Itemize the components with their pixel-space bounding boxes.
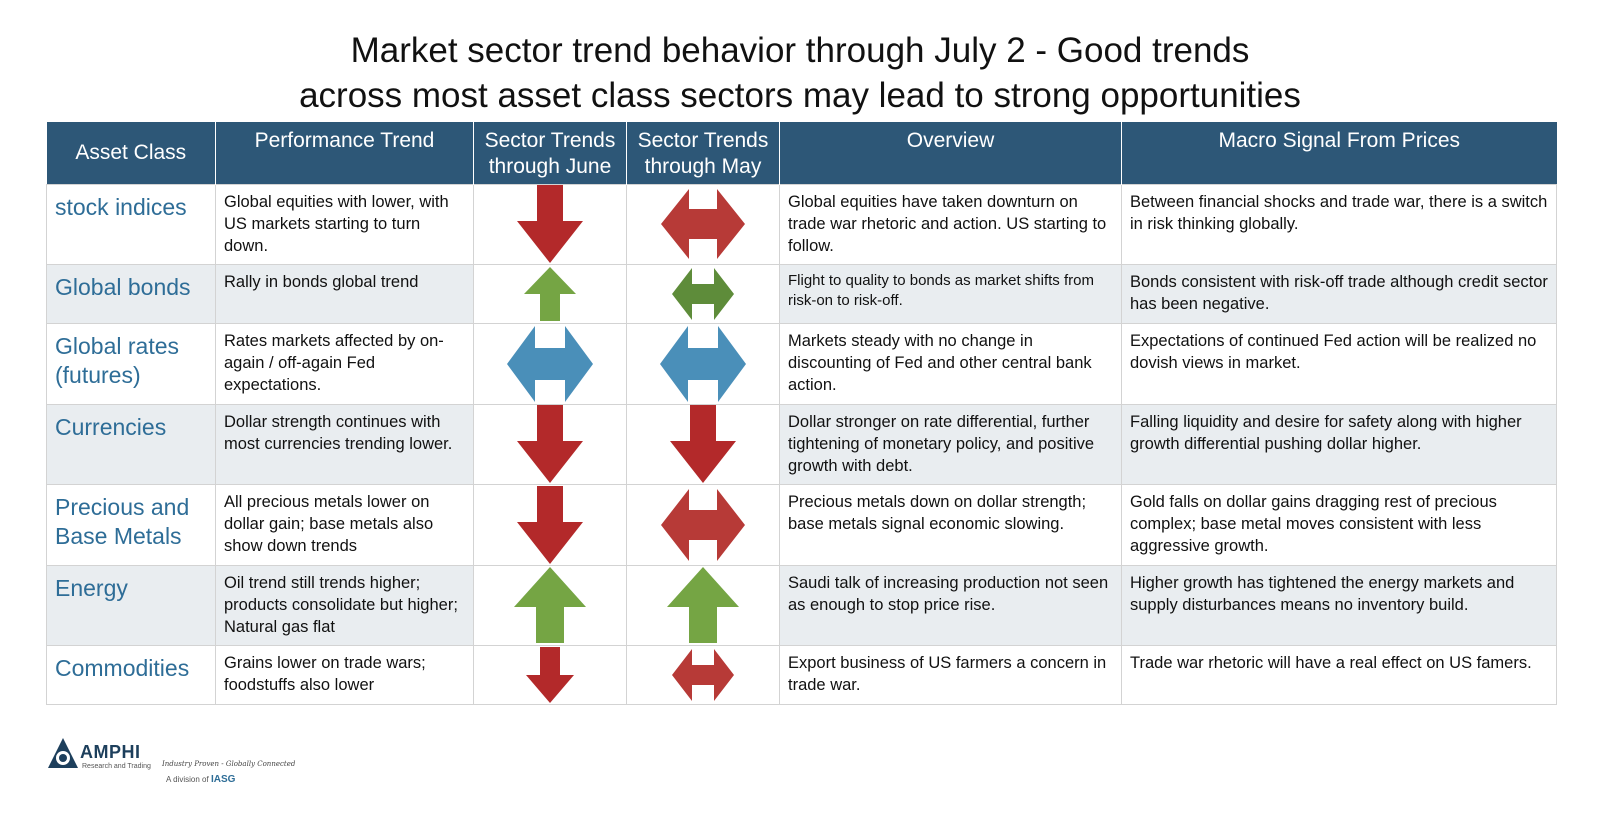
header-trends-may: Sector Trends through May [626, 122, 780, 184]
june-trend-cell [473, 322, 627, 405]
header-trends-june-line-2: through June [488, 155, 612, 178]
table-row: Global bonds Rally in bonds global trend… [46, 263, 1557, 324]
macro-signal-cell: Higher growth has tightened the energy m… [1121, 564, 1557, 646]
macro-signal-cell: Between financial shocks and trade war, … [1121, 183, 1557, 265]
asset-cell: Precious and Base Metals [46, 483, 216, 566]
header-trends-may-line-2: through May [644, 155, 762, 178]
title-line-2: across most asset class sectors may lead… [299, 76, 1301, 115]
overview-cell: Markets steady with no change in discoun… [779, 322, 1122, 405]
may-trend-cell [626, 183, 780, 265]
performance-cell: All precious metals lower on dollar gain… [215, 483, 474, 566]
page-title: Market sector trend behavior through Jul… [0, 28, 1600, 118]
overview-cell: Saudi talk of increasing production not … [779, 564, 1122, 646]
header-trends-june-line-1: Sector Trends [484, 129, 616, 152]
asset-label-line-2: Base Metals [55, 522, 182, 549]
asset-cell: Global bonds [46, 263, 216, 324]
may-trend-cell [626, 483, 780, 566]
sector-trend-table: Asset Class Performance Trend Sector Tre… [46, 122, 1557, 705]
asset-label: Energy [55, 574, 128, 601]
may-trend-cell [626, 322, 780, 405]
amphi-logo-subtitle: Research and Trading [82, 763, 151, 770]
table-row: Currencies Dollar strength continues wit… [46, 403, 1557, 485]
asset-cell: Currencies [46, 403, 216, 485]
down-arrow-icon [670, 405, 736, 483]
left-right-arrow-icon [672, 267, 734, 320]
performance-cell: Rally in bonds global trend [215, 263, 474, 324]
macro-signal-cell: Trade war rhetoric will have a real effe… [1121, 644, 1557, 705]
division-prefix: A division of [166, 775, 209, 784]
asset-cell: Energy [46, 564, 216, 646]
performance-cell: Grains lower on trade wars; foodstuffs a… [215, 644, 474, 705]
footer-branding: AMPHI Research and Trading Industry Prov… [46, 736, 366, 796]
macro-signal-cell: Gold falls on dollar gains dragging rest… [1121, 483, 1557, 566]
performance-cell: Oil trend still trends higher; products … [215, 564, 474, 646]
tagline: Industry Proven - Globally Connected [162, 760, 296, 768]
down-arrow-icon [517, 485, 583, 564]
left-right-arrow-icon [672, 648, 734, 701]
overview-cell: Export business of US farmers a concern … [779, 644, 1122, 705]
left-right-arrow-icon [661, 488, 745, 561]
table-row: stock indices Global equities with lower… [46, 183, 1557, 265]
left-right-arrow-icon [660, 325, 746, 402]
table-row: Commodities Grains lower on trade wars; … [46, 644, 1557, 705]
header-asset-class: Asset Class [46, 122, 216, 184]
table-row: Global rates (futures) Rates markets aff… [46, 322, 1557, 405]
asset-label-line-2: (futures) [55, 361, 141, 388]
asset-cell: stock indices [46, 183, 216, 265]
performance-cell: Rates markets affected by on-again / off… [215, 322, 474, 405]
asset-label: Global bonds [55, 273, 191, 300]
up-arrow-icon [514, 567, 586, 643]
june-trend-cell [473, 263, 627, 324]
title-line-1: Market sector trend behavior through Jul… [350, 31, 1250, 70]
amphi-logo-icon [48, 738, 78, 768]
june-trend-cell [473, 183, 627, 265]
amphi-logo-text: AMPHI [80, 742, 141, 762]
may-trend-cell [626, 644, 780, 705]
asset-cell: Global rates (futures) [46, 322, 216, 405]
overview-cell: Dollar stronger on rate differential, fu… [779, 403, 1122, 485]
header-performance-trend: Performance Trend [215, 122, 474, 184]
left-right-arrow-icon [661, 189, 745, 259]
header-macro-signal: Macro Signal From Prices [1121, 122, 1557, 184]
down-arrow-icon [526, 646, 574, 703]
down-arrow-icon [517, 405, 583, 483]
asset-label-line-1: Global rates [55, 332, 180, 359]
header-trends-june: Sector Trends through June [473, 122, 627, 184]
down-arrow-icon [517, 185, 583, 263]
division-note: A division of IASG [166, 774, 235, 785]
header-overview: Overview [779, 122, 1122, 184]
may-trend-cell [626, 564, 780, 646]
macro-signal-cell: Bonds consistent with risk-off trade alt… [1121, 263, 1557, 324]
header-trends-may-line-1: Sector Trends [637, 129, 769, 152]
june-trend-cell [473, 403, 627, 485]
june-trend-cell [473, 564, 627, 646]
asset-label: Commodities [55, 654, 190, 681]
overview-cell: Flight to quality to bonds as market shi… [779, 263, 1122, 324]
table-header-row: Asset Class Performance Trend Sector Tre… [46, 122, 1557, 184]
overview-cell: Global equities have taken downturn on t… [779, 183, 1122, 265]
table-row: Precious and Base Metals All precious me… [46, 483, 1557, 566]
asset-cell: Commodities [46, 644, 216, 705]
asset-label: stock indices [55, 193, 187, 220]
division-name: IASG [210, 774, 236, 785]
may-trend-cell [626, 403, 780, 485]
performance-cell: Global equities with lower, with US mark… [215, 183, 474, 265]
macro-signal-cell: Expectations of continued Fed action wil… [1121, 322, 1557, 405]
up-arrow-icon [524, 266, 576, 321]
overview-cell: Precious metals down on dollar strength;… [779, 483, 1122, 566]
asset-label: Currencies [55, 413, 167, 440]
performance-cell: Dollar strength continues with most curr… [215, 403, 474, 485]
may-trend-cell [626, 263, 780, 324]
asset-label-line-1: Precious and [55, 493, 190, 520]
up-arrow-icon [667, 567, 739, 643]
june-trend-cell [473, 644, 627, 705]
macro-signal-cell: Falling liquidity and desire for safety … [1121, 403, 1557, 485]
left-right-arrow-icon [507, 325, 593, 402]
table-row: Energy Oil trend still trends higher; pr… [46, 564, 1557, 646]
june-trend-cell [473, 483, 627, 566]
